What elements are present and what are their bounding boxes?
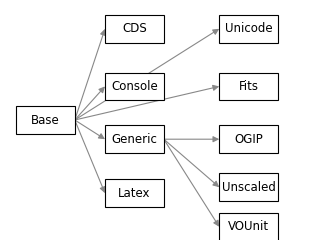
FancyBboxPatch shape bbox=[105, 180, 164, 207]
FancyBboxPatch shape bbox=[219, 213, 278, 240]
Text: Generic: Generic bbox=[112, 133, 157, 146]
Text: Latex: Latex bbox=[118, 187, 151, 200]
Text: OGIP: OGIP bbox=[234, 133, 263, 146]
FancyBboxPatch shape bbox=[105, 125, 164, 153]
FancyBboxPatch shape bbox=[219, 125, 278, 153]
Text: Unicode: Unicode bbox=[225, 22, 272, 35]
Text: Unscaled: Unscaled bbox=[222, 181, 276, 194]
Text: Console: Console bbox=[111, 80, 158, 93]
FancyBboxPatch shape bbox=[105, 15, 164, 43]
Text: Fits: Fits bbox=[239, 80, 259, 93]
FancyBboxPatch shape bbox=[219, 173, 278, 201]
FancyBboxPatch shape bbox=[105, 72, 164, 100]
Text: CDS: CDS bbox=[122, 22, 147, 35]
FancyBboxPatch shape bbox=[16, 106, 75, 134]
FancyBboxPatch shape bbox=[219, 15, 278, 43]
FancyBboxPatch shape bbox=[219, 72, 278, 100]
Text: Base: Base bbox=[31, 114, 60, 126]
Text: VOUnit: VOUnit bbox=[228, 220, 269, 233]
